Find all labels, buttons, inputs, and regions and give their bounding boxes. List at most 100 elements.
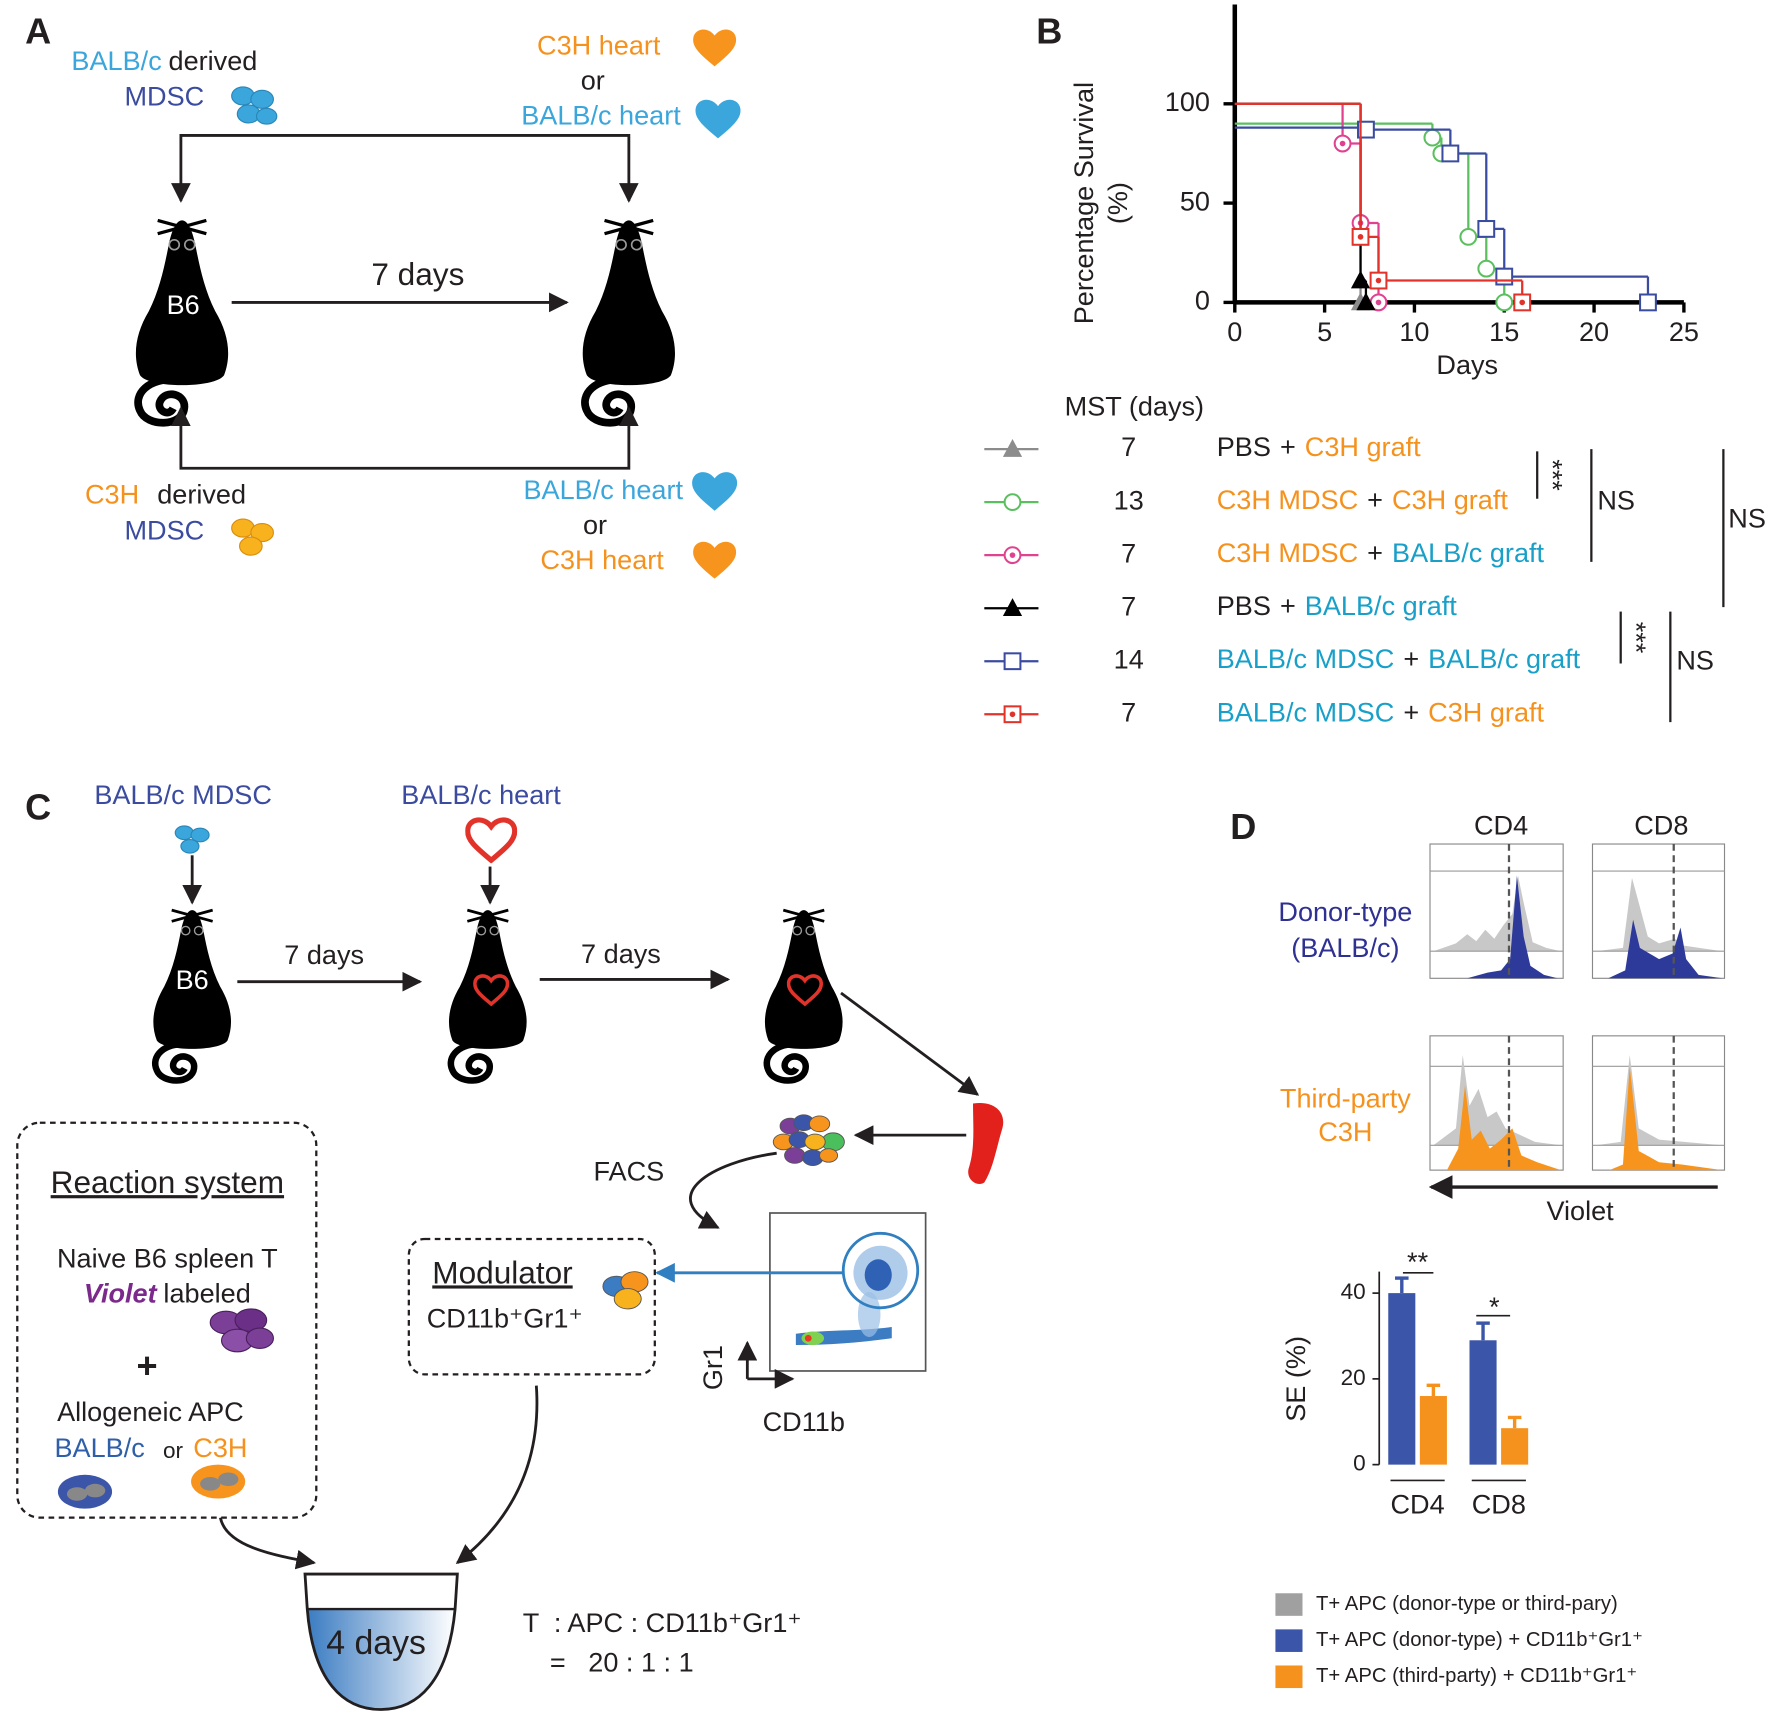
culture-liquid bbox=[307, 1609, 456, 1710]
or-label: or bbox=[581, 65, 605, 96]
cell-marker: CD11b⁺Gr1⁺ bbox=[427, 1302, 583, 1333]
marker-shape bbox=[1350, 270, 1371, 289]
legend-part: PBS bbox=[1217, 431, 1271, 462]
y-tick-label: 40 bbox=[1341, 1279, 1366, 1304]
culture-label: 4 days bbox=[326, 1624, 426, 1662]
or-label: or bbox=[163, 1438, 184, 1463]
cells-icon bbox=[231, 86, 278, 125]
panel-d: D CD4 CD8 Donor-type (BALB/c) Third-part… bbox=[1230, 806, 1726, 1322]
arrow bbox=[455, 1385, 539, 1565]
y-tick-label: 0 bbox=[1353, 1451, 1366, 1476]
marker-dot bbox=[1357, 234, 1364, 240]
legend-label: C3H MDSC + BALB/c graft bbox=[1217, 537, 1545, 568]
panel-letter: B bbox=[1036, 10, 1062, 51]
cells-icon bbox=[772, 1114, 845, 1167]
input-label: BALB/c heart bbox=[401, 779, 561, 810]
x-axis-label: Days bbox=[1436, 349, 1498, 380]
legend-part: + bbox=[1403, 643, 1419, 674]
legend-mst: 7 bbox=[1121, 537, 1136, 568]
legend-swatch bbox=[1275, 1629, 1303, 1652]
mouse bbox=[449, 910, 527, 1080]
culture-well bbox=[303, 1572, 459, 1711]
interval: 7 days bbox=[581, 938, 661, 969]
box-title: Reaction system bbox=[51, 1164, 284, 1200]
cell-label: Allogeneic APC bbox=[57, 1396, 244, 1427]
step-label: FACS bbox=[593, 1156, 664, 1187]
cell-source: BALB/c derived bbox=[71, 45, 257, 76]
legend-marker bbox=[1003, 652, 1022, 671]
legend-label: PBS + BALB/c graft bbox=[1217, 590, 1458, 621]
censor-marker bbox=[1369, 271, 1388, 290]
censor-marker bbox=[1477, 259, 1496, 278]
significance: NS bbox=[1597, 484, 1635, 515]
mouse bbox=[153, 910, 231, 1080]
histograms bbox=[1429, 843, 1726, 1171]
legend-mst: 7 bbox=[1121, 696, 1136, 727]
heart-label: C3H heart bbox=[537, 30, 661, 61]
significance: NS bbox=[1676, 645, 1714, 676]
bar bbox=[1469, 1340, 1497, 1465]
x-tick-label: CD8 bbox=[1472, 1489, 1526, 1520]
legend-swatch bbox=[1275, 1593, 1303, 1616]
x-tick-label: CD4 bbox=[1391, 1489, 1445, 1520]
marker-dot bbox=[1009, 711, 1016, 718]
legend-mst: 7 bbox=[1121, 431, 1136, 462]
significance: NS bbox=[1728, 502, 1766, 533]
bar bbox=[1419, 1396, 1447, 1465]
legend-header: MST (days) bbox=[1065, 391, 1204, 422]
row-label: Third-party bbox=[1280, 1082, 1411, 1113]
censor-marker bbox=[1495, 267, 1514, 286]
legend-part: C3H MDSC bbox=[1217, 537, 1358, 568]
strain: C3H bbox=[85, 479, 139, 510]
legend-part: BALB/c graft bbox=[1428, 643, 1580, 674]
censor-marker bbox=[1441, 144, 1460, 163]
word: derived bbox=[169, 45, 258, 76]
box-title: Modulator bbox=[432, 1254, 572, 1290]
marker-dot bbox=[1375, 299, 1382, 306]
arrow bbox=[689, 1151, 777, 1229]
strain: BALB/c bbox=[71, 45, 161, 76]
series bbox=[1234, 122, 1514, 312]
legend-part: BALB/c graft bbox=[1305, 590, 1457, 621]
panel-letter: C bbox=[25, 787, 51, 828]
ratio-header: T : APC : CD11b⁺Gr1⁺ bbox=[523, 1607, 802, 1638]
marker-shape bbox=[1495, 267, 1514, 286]
panel-letter: A bbox=[25, 10, 51, 51]
legend-mst: 7 bbox=[1121, 590, 1136, 621]
ratio: = 20 : 1 : 1 bbox=[550, 1647, 694, 1678]
arrow bbox=[840, 991, 980, 1096]
censor-marker bbox=[1423, 128, 1442, 147]
cell-source: C3H derived bbox=[85, 479, 246, 510]
y-tick-label: 20 bbox=[1341, 1365, 1366, 1390]
legend-part: + bbox=[1367, 484, 1383, 515]
censor-marker bbox=[1357, 120, 1375, 139]
legend-marker bbox=[1003, 493, 1022, 512]
bar bbox=[1501, 1428, 1529, 1465]
legend-marker bbox=[1003, 546, 1022, 565]
marker-dot bbox=[1375, 277, 1382, 284]
marker-shape bbox=[1495, 293, 1514, 312]
marker-shape bbox=[1003, 652, 1022, 671]
panel-b: B *** NS NS *** NS bbox=[1036, 10, 1766, 723]
column-label: CD4 bbox=[1474, 809, 1528, 840]
y-axis-label: SE (%) bbox=[1280, 1336, 1311, 1422]
legend-marker bbox=[1002, 598, 1023, 616]
mouse-label: B6 bbox=[167, 289, 200, 320]
legend-part: C3H graft bbox=[1428, 696, 1544, 727]
arrow bbox=[171, 133, 639, 203]
legend-label: BALB/c MDSC + BALB/c graft bbox=[1217, 643, 1581, 674]
censor-marker bbox=[1459, 227, 1478, 246]
apc-icon bbox=[57, 1464, 246, 1509]
significance: *** bbox=[1621, 622, 1652, 654]
legend-part: + bbox=[1280, 431, 1296, 462]
cells-icon bbox=[174, 825, 210, 854]
word: labeled bbox=[163, 1278, 250, 1309]
legend-swatch bbox=[1275, 1665, 1303, 1689]
legend-label: T+ APC (third-party) + CD11b⁺Gr1⁺ bbox=[1316, 1665, 1637, 1687]
x-tick-label: 5 bbox=[1317, 316, 1332, 347]
word: derived bbox=[157, 479, 246, 510]
marker-shape bbox=[1356, 292, 1376, 311]
heart-label: C3H heart bbox=[540, 544, 664, 575]
marker-shape bbox=[1459, 227, 1478, 246]
